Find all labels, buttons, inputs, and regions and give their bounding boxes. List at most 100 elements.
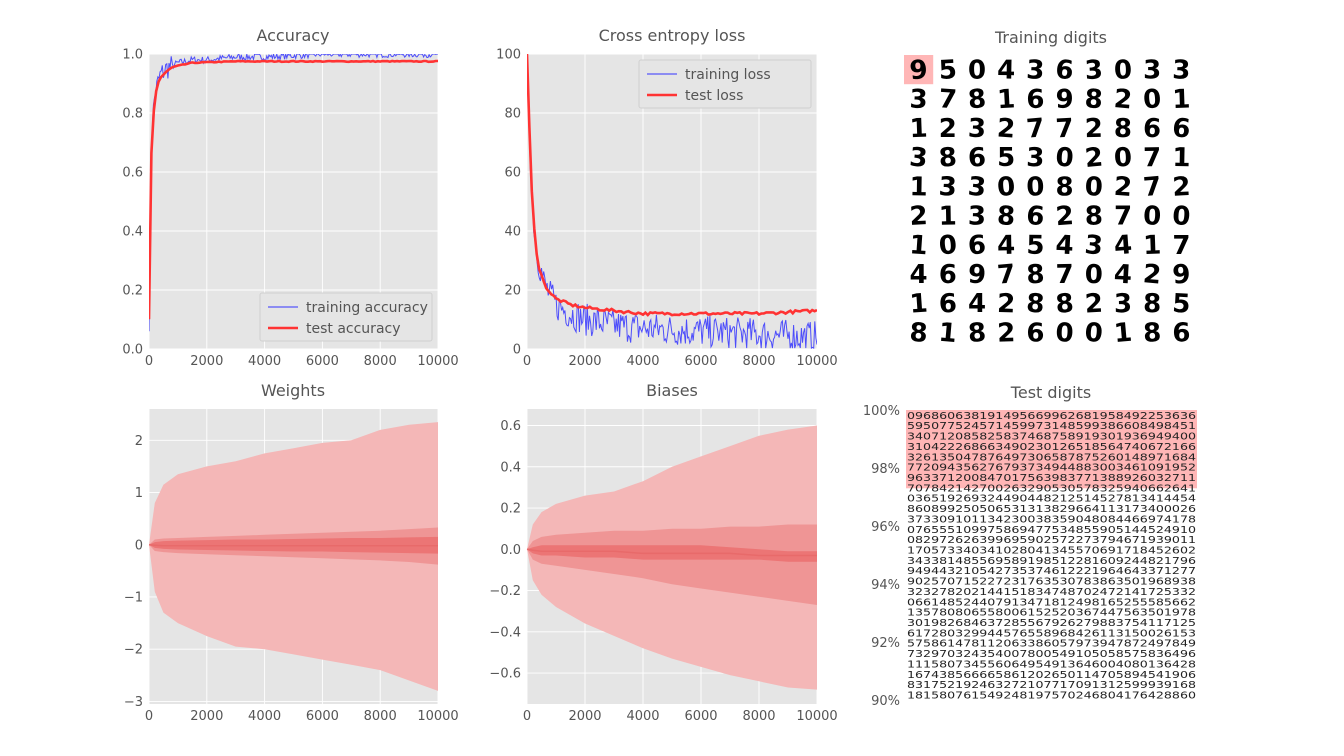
- weights-y-tick-label: −1: [124, 590, 143, 605]
- training-digit: 0: [996, 172, 1016, 203]
- test-digits-title: Test digits: [1010, 383, 1091, 402]
- accuracy-y-tick-label: 0.4: [122, 225, 143, 240]
- training-digit: 3: [1083, 230, 1104, 261]
- test-digit-row: 831752192463272107717091312599939168: [907, 680, 1196, 691]
- training-digit: 3: [908, 142, 929, 173]
- biases-title: Biases: [646, 381, 698, 400]
- weights-title: Weights: [261, 381, 325, 400]
- training-digit: 6: [1142, 114, 1162, 145]
- weights-median-line: [148, 544, 438, 547]
- accuracy-y-tick-label: 0.8: [122, 107, 143, 122]
- biases-y-tick-label: −0.4: [489, 625, 521, 640]
- test-digit-row: 301982684637285567926279883754117125: [907, 618, 1196, 629]
- training-digit: 8: [996, 201, 1016, 232]
- accuracy-y-tick-label: 0.0: [122, 343, 143, 358]
- test-digit-row: 036519269324490448212514527813414454: [907, 494, 1196, 505]
- accuracy-x-tick-label: 2000: [190, 354, 223, 369]
- training-digit: 6: [1172, 318, 1191, 348]
- training-digit: 8: [1143, 289, 1162, 319]
- biases-x-tick-label: 0: [523, 709, 531, 724]
- training-digit: 5: [1172, 289, 1192, 320]
- test-digit-row: 111580734556064954913646004080136428: [907, 659, 1196, 670]
- biases-x-tick-label: 4000: [626, 709, 659, 724]
- accuracy-x-tick-label: 8000: [364, 354, 397, 369]
- accuracy-y-tick-label: 0.2: [122, 284, 143, 299]
- accuracy-legend-box: [259, 292, 433, 342]
- training-digit: 5: [938, 55, 958, 86]
- test-digit-row: 575861478112063386057973947872497849: [907, 639, 1196, 650]
- loss-x-tick-label: 8000: [742, 354, 775, 369]
- training-digit: 1: [908, 230, 928, 261]
- test-digit-row: 323278202144151834748702472141725332: [907, 587, 1196, 598]
- weights-y-tick-label: 2: [135, 434, 143, 449]
- test-digit-row: 617280329944576558968426113150026153: [907, 628, 1196, 639]
- training-digit: 3: [1172, 55, 1191, 86]
- training-digit: 7: [1172, 231, 1190, 261]
- weights-x-tick-label: 6000: [306, 709, 339, 724]
- test-digit-row: 076555109975869477534855905144524910: [907, 525, 1196, 536]
- weights-x-tick-label: 8000: [364, 709, 397, 724]
- training-digit: 1: [1113, 318, 1134, 349]
- training-digit: 7: [996, 259, 1017, 290]
- training-digit: 0: [1026, 172, 1045, 203]
- biases-y-tick-label: 0.6: [500, 419, 521, 434]
- accuracy-x-tick-label: 6000: [306, 354, 339, 369]
- training-digit: 3: [968, 201, 987, 231]
- training-digit: 8: [1142, 318, 1162, 349]
- training-digit: 2: [1085, 114, 1104, 144]
- training-digit: 0: [1084, 172, 1103, 203]
- training-digit: 8: [1056, 172, 1074, 202]
- training-digit: 1: [1143, 230, 1162, 261]
- biases-x-tick-label: 6000: [684, 709, 717, 724]
- loss-y-tick-label: 100: [496, 48, 521, 63]
- training-digit: 2: [1172, 172, 1192, 203]
- biases-y-tick-label: −0.2: [489, 584, 521, 599]
- training-digit: 9: [908, 55, 929, 86]
- training-digit: 8: [1084, 84, 1104, 115]
- training-digit: 8: [1026, 260, 1046, 291]
- accuracy-x-tick-label: 10000: [417, 354, 458, 369]
- loss-x-tick-label: 2000: [568, 354, 601, 369]
- training-digit: 0: [1055, 318, 1074, 349]
- training-digit: 3: [967, 114, 986, 145]
- weights-chart: Weights 0 2000 4000 6000 8000 10000 −3 −2 −1 0 1 2: [124, 381, 459, 724]
- training-digit: 0: [1084, 260, 1103, 290]
- test-digit-row: 135780806558006152520367447563501978: [907, 608, 1196, 619]
- training-digit: 1: [909, 289, 929, 320]
- training-digit: 2: [1084, 289, 1104, 320]
- training-digit: 4: [968, 289, 986, 319]
- weights-x-tick-label: 2000: [190, 709, 223, 724]
- test-digits-y-tick-label: 94%: [871, 578, 900, 593]
- training-digit: 3: [909, 84, 928, 115]
- test-digit-row: 373309101134230038359048084466974178: [907, 514, 1196, 525]
- training-digit: 2: [939, 114, 957, 144]
- training-digit: 3: [1026, 55, 1046, 86]
- training-digit: 2: [997, 318, 1016, 349]
- training-digit: 6: [967, 143, 986, 174]
- accuracy-legend-label: training accuracy: [306, 300, 428, 316]
- training-digit: 0: [1054, 143, 1074, 174]
- loss-title: Cross entropy loss: [599, 26, 746, 45]
- weights-x-tick-label: 10000: [417, 709, 458, 724]
- training-digit: 6: [1026, 85, 1045, 115]
- training-digit: 8: [1025, 289, 1045, 320]
- biases-y-tick-label: 0.4: [500, 460, 521, 475]
- biases-y-tick-label: −0.6: [489, 667, 521, 682]
- training-digit: 7: [1142, 172, 1163, 203]
- training-digit: 4: [997, 231, 1016, 261]
- training-digit: 6: [1054, 55, 1075, 86]
- training-digit: 2: [1142, 259, 1163, 290]
- training-digit: 2: [996, 113, 1016, 144]
- test-digits-y-tick-label: 90%: [871, 694, 900, 709]
- test-digit-row: 772094356276793734944883003461091952: [907, 463, 1196, 474]
- test-digit-row: 707842142700263290530578325940662641: [907, 483, 1196, 494]
- test-digit-row: 326135047876497306587875260148971684: [907, 452, 1196, 463]
- accuracy-x-tick-label: 4000: [248, 354, 281, 369]
- training-digit: 8: [967, 318, 987, 349]
- weights-y-tick-label: −3: [124, 695, 143, 710]
- loss-y-tick-label: 80: [504, 107, 521, 122]
- training-digit: 6: [967, 230, 987, 261]
- loss-y-tick-label: 40: [504, 225, 521, 240]
- test-digit-row: 340712085825837468758919301936949400: [907, 432, 1196, 443]
- test-digit-row: 949443210542735374612221964643371277: [907, 566, 1196, 577]
